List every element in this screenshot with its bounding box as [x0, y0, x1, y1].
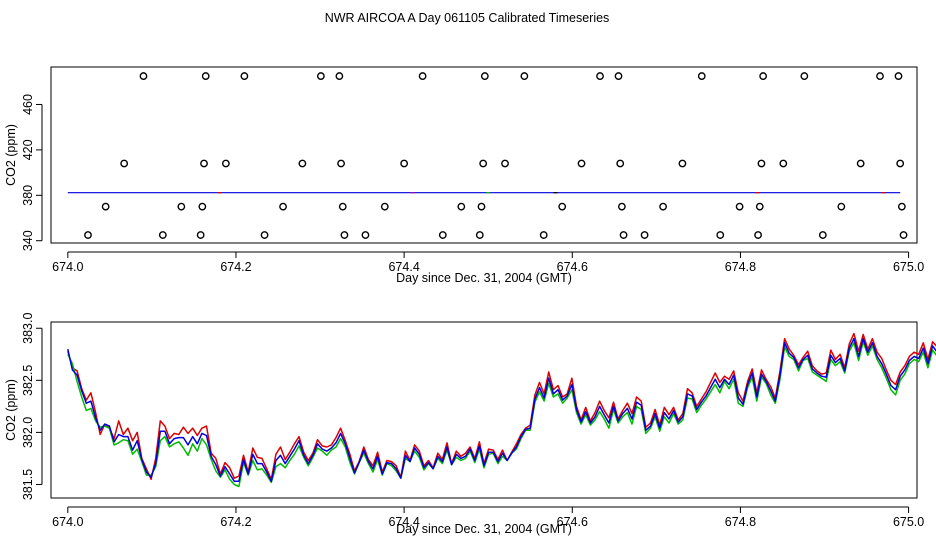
injection-point: [899, 231, 908, 239]
top-y-axis-label: CO2 (ppm): [4, 124, 18, 186]
y-tick-label: 380: [21, 185, 35, 206]
injection-point: [480, 72, 489, 80]
x-tick-label: 674.4: [388, 515, 419, 529]
injection-point: [240, 72, 249, 80]
injection-point: [298, 159, 307, 168]
bottom-plot-frame: [50, 321, 918, 499]
injection-point: [754, 231, 762, 239]
bottom-x-axis: 674.0 674.2 674.4 674.6 674.8 675.0: [52, 506, 924, 529]
injection-point: [438, 231, 447, 239]
top-x-axis-label: Day since Dec. 31, 2004 (GMT): [396, 271, 572, 285]
bottom-panel: 674.0 674.2 674.4 674.6 674.8 675.0 381.5 382.…: [4, 313, 936, 536]
injection-point: [201, 72, 210, 80]
injection-point: [477, 202, 486, 211]
injection-point: [856, 159, 865, 168]
injection-point: [678, 159, 687, 168]
y-tick-label: 382.5: [21, 365, 35, 396]
injection-point: [897, 202, 906, 211]
y-tick-label: 420: [21, 139, 35, 160]
injection-point: [139, 72, 148, 80]
injection-point: [619, 231, 628, 239]
injection-point: [818, 231, 827, 239]
series-line-green: [67, 341, 936, 488]
injection-point: [457, 202, 466, 211]
y-tick-label: 383.0: [21, 313, 35, 344]
injection-point: [876, 72, 884, 80]
injection-point: [177, 202, 186, 211]
injection-point: [520, 72, 529, 80]
injection-point: [735, 202, 744, 211]
injection-point: [479, 159, 488, 168]
injection-point: [837, 202, 846, 211]
x-tick-label: 674.8: [725, 260, 756, 274]
injection-point: [596, 72, 604, 80]
x-tick-label: 674.2: [220, 515, 251, 529]
x-tick-label: 675.0: [893, 260, 924, 274]
x-tick-label: 675.0: [893, 515, 924, 529]
injection-point: [755, 202, 764, 211]
injection-point: [340, 231, 349, 239]
x-tick-label: 674.6: [557, 515, 588, 529]
x-tick-label: 674.8: [725, 515, 756, 529]
x-tick-label: 674.0: [52, 515, 83, 529]
injection-point: [659, 202, 667, 211]
injection-point: [196, 231, 205, 239]
series-line-red: [67, 332, 936, 481]
injection-point: [759, 72, 768, 80]
injection-point: [316, 72, 325, 80]
injection-point: [361, 231, 370, 239]
injection-point: [558, 202, 567, 211]
injection-point: [716, 231, 725, 239]
injection-point: [418, 72, 427, 80]
injection-point: [779, 159, 788, 168]
x-tick-label: 674.6: [557, 260, 588, 274]
injection-point: [338, 202, 347, 211]
injection-point: [120, 159, 129, 168]
y-tick-label: 381.5: [21, 469, 35, 500]
injection-point: [200, 159, 208, 168]
injection-point: [380, 202, 389, 211]
injection-point: [614, 72, 623, 80]
injection-point: [757, 159, 766, 168]
injection-point: [335, 72, 344, 80]
injection-point: [617, 202, 626, 211]
top-panel: 674.0 674.2 674.4 674.6 674.8 675.0 340 380 420…: [4, 66, 924, 285]
injection-point: [577, 159, 586, 168]
injection-point: [221, 159, 230, 168]
injection-point: [475, 231, 484, 239]
injection-point: [616, 159, 625, 168]
top-plot-frame: [50, 66, 918, 244]
injection-point: [400, 159, 409, 168]
top-x-axis: 674.0 674.2 674.4 674.6 674.8 675.0: [52, 251, 924, 274]
injection-point: [539, 231, 548, 239]
injection-point: [198, 202, 207, 211]
injection-point: [279, 202, 287, 211]
y-tick-label: 340: [21, 230, 35, 251]
x-tick-label: 674.0: [52, 260, 83, 274]
injection-point: [896, 159, 905, 168]
injection-point: [501, 159, 509, 168]
injection-point: [158, 231, 167, 239]
y-tick-label: 382.0: [21, 417, 35, 448]
injection-point: [337, 159, 345, 168]
y-tick-label: 460: [21, 94, 35, 115]
injection-point: [101, 202, 110, 211]
bottom-y-axis: 381.5 382.0 382.5 383.0: [21, 313, 43, 500]
top-y-axis: 340 380 420 460: [21, 94, 43, 251]
injection-point: [640, 231, 649, 239]
injection-point: [260, 231, 269, 239]
bottom-y-axis-label: CO2 (ppm): [4, 379, 18, 441]
series-line-blue: [67, 337, 936, 483]
x-tick-label: 674.4: [388, 260, 419, 274]
injection-point: [800, 72, 809, 80]
injection-point: [84, 231, 92, 239]
injection-points: [84, 72, 908, 239]
bottom-x-axis-label: Day since Dec. 31, 2004 (GMT): [396, 522, 572, 536]
chart-title: NWR AIRCOA A Day 061105 Calibrated Times…: [325, 11, 610, 25]
injection-point: [894, 72, 903, 80]
injection-point: [697, 72, 706, 80]
timeseries-lines: [67, 332, 936, 488]
x-tick-label: 674.2: [220, 260, 251, 274]
